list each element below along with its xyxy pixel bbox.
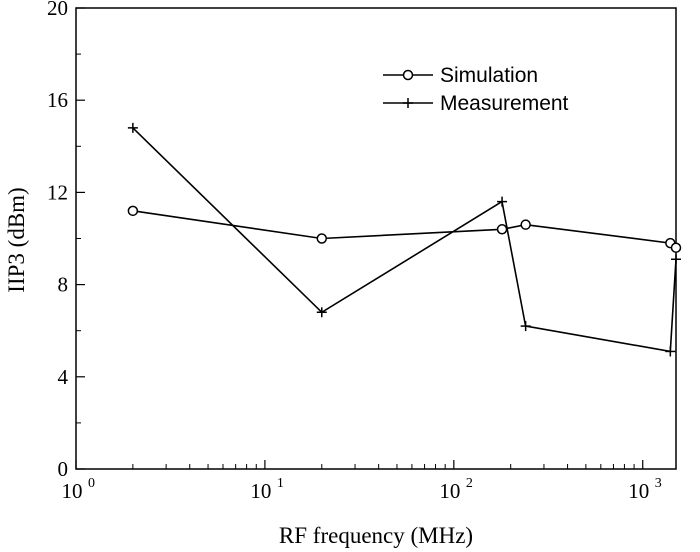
- legend-item: Measurement: [383, 92, 569, 115]
- y-tick-label: 0: [58, 457, 69, 481]
- data-point: [665, 346, 676, 357]
- data-point: [520, 219, 531, 230]
- legend-item: Simulation: [383, 64, 538, 87]
- data-point: [127, 205, 139, 217]
- y-axis-label: IIP3 (dBm): [4, 187, 29, 292]
- x-axis-ticks: 10 0 10 1 10 2 10 3: [62, 460, 662, 503]
- x-axis-label: RF frequency (MHz): [279, 523, 473, 548]
- data-point: [316, 307, 327, 318]
- x-tick-exponent: 2: [466, 476, 473, 491]
- series-line: [132, 127, 677, 353]
- legend-label: Measurement: [440, 92, 569, 115]
- series-simulation: [127, 205, 682, 253]
- data-point: [127, 122, 138, 133]
- x-tick-exponent: 1: [277, 476, 284, 491]
- y-tick-label: 8: [58, 273, 69, 297]
- y-tick-label: 16: [47, 88, 68, 112]
- series-measurement: [127, 122, 681, 357]
- x-tick-exponent: 3: [655, 476, 662, 491]
- legend-marker: [403, 98, 413, 108]
- x-tick-label: 10: [250, 479, 271, 503]
- series-layer: [127, 122, 682, 357]
- y-tick-label: 12: [47, 180, 68, 204]
- series-line: [132, 210, 677, 249]
- data-point: [497, 196, 508, 207]
- x-tick-label: 10: [628, 479, 649, 503]
- data-point: [496, 224, 508, 235]
- legend-label: Simulation: [440, 64, 538, 87]
- x-tick-label: 10: [439, 479, 460, 503]
- legend: Simulation Measurement: [383, 64, 569, 115]
- data-point: [670, 242, 682, 253]
- data-point: [520, 321, 531, 332]
- y-tick-label: 4: [58, 365, 69, 389]
- plot-frame: [75, 7, 677, 470]
- y-axis-ticks: 0 4 8 12 16 20: [47, 0, 85, 481]
- legend-marker: [402, 69, 414, 81]
- x-tick-exponent: 0: [88, 476, 95, 491]
- data-point: [316, 233, 328, 244]
- data-point: [671, 254, 681, 265]
- y-tick-label: 20: [47, 0, 68, 20]
- x-tick-label: 10: [62, 479, 83, 503]
